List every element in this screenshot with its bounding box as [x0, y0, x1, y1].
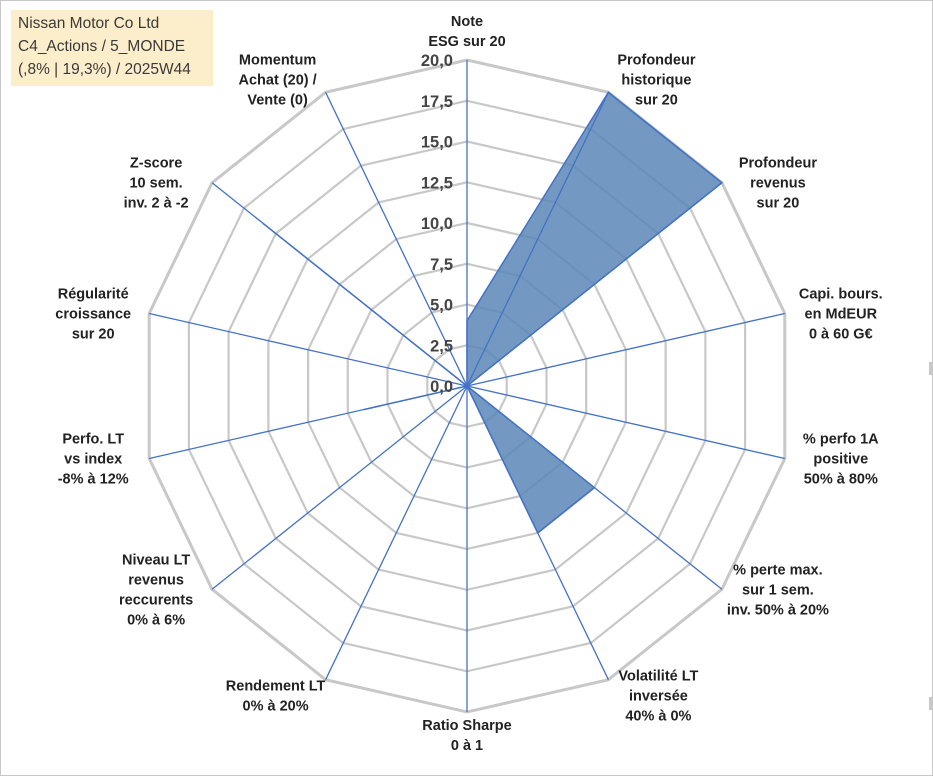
axis-line [325, 92, 468, 387]
axis-line [325, 385, 468, 680]
axis-label: Note ESG sur 20 [428, 14, 505, 50]
tick-label: 2,5 [430, 337, 453, 355]
tick-label: 10,0 [421, 215, 453, 233]
axis-line [466, 182, 723, 387]
axis-label: Perfo. LT vs index -8% à 12% [58, 432, 129, 488]
resize-handle [929, 362, 932, 375]
axis-label: Profondeur revenus sur 20 [739, 156, 817, 212]
axis-line [211, 385, 468, 590]
axis-label: Ratio Sharpe 0 à 1 [422, 718, 511, 754]
radar-axis-labels: Note ESG sur 20 Profondeur historique sur 20… [55, 14, 882, 754]
axis-label: Z-score 10 sem. inv. 2 à -2 [124, 156, 189, 212]
axis-label: Rendement LT 0% à 20% [226, 679, 326, 715]
axis-label: Niveau LT revenus reccurents 0% à 6% [119, 552, 193, 628]
tick-label: 20,0 [421, 52, 453, 70]
axis-line [149, 385, 468, 460]
tick-label: 15,0 [421, 134, 453, 152]
radar-tick-labels: 0,0 2,5 5,0 7,5 10,0 12,5 15,0 17,5 20,0 [421, 52, 453, 396]
axis-label: % perte max. sur 1 sem. inv. 50% à 20% [727, 562, 829, 618]
axis-line [466, 312, 785, 387]
axis-line [466, 385, 609, 680]
axis-label: Momentum Achat (20) / Vente (0) [239, 52, 317, 108]
axis-line [211, 182, 468, 387]
info-box: Nissan Motor Co Ltd C4_Actions / 5_MONDE… [11, 10, 213, 86]
axis-line [149, 312, 468, 387]
axis-label: Volatilité LT inversée 40% à 0% [618, 669, 698, 725]
resize-handle [929, 697, 932, 710]
tick-label: 12,5 [421, 174, 453, 192]
axis-line [466, 92, 609, 387]
info-line-period: (,8% | 19,3%) / 2025W44 [18, 61, 191, 78]
info-line-category: C4_Actions / 5_MONDE [18, 38, 186, 55]
axis-label: % perfo 1A positive 50% à 80% [803, 432, 879, 488]
radar-axes [149, 60, 785, 712]
tick-label: 7,5 [430, 256, 453, 274]
tick-label: 17,5 [421, 93, 453, 111]
axis-label: Profondeur historique sur 20 [617, 52, 695, 108]
info-line-company: Nissan Motor Co Ltd [18, 15, 160, 32]
axis-line [466, 385, 723, 590]
tick-label: 5,0 [430, 297, 453, 315]
tick-label: 0,0 [430, 378, 453, 396]
axis-label: Régularité croissance sur 20 [55, 287, 131, 343]
axis-line [466, 385, 785, 460]
axis-label: Capi. bours. en MdEUR 0 à 60 G€ [799, 287, 883, 343]
